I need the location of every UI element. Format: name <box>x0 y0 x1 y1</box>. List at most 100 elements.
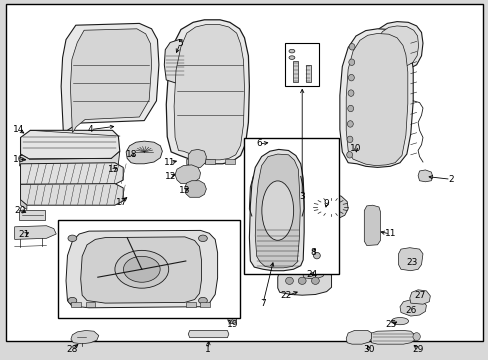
Polygon shape <box>302 257 326 279</box>
Bar <box>58 220 239 318</box>
Bar <box>243 138 338 274</box>
Text: 21: 21 <box>19 230 30 239</box>
Ellipse shape <box>348 44 354 50</box>
Polygon shape <box>255 154 300 268</box>
Ellipse shape <box>390 318 408 325</box>
Bar <box>224 159 234 164</box>
Polygon shape <box>339 29 412 167</box>
Text: 17: 17 <box>115 198 127 207</box>
Text: 26: 26 <box>404 306 416 315</box>
Polygon shape <box>20 163 123 184</box>
Text: 25: 25 <box>385 320 396 329</box>
Polygon shape <box>61 23 159 137</box>
Text: 12: 12 <box>164 172 176 181</box>
Text: 18: 18 <box>126 150 138 158</box>
Text: 30: 30 <box>363 345 374 354</box>
Text: 14: 14 <box>13 125 24 134</box>
Polygon shape <box>188 149 206 169</box>
Ellipse shape <box>348 75 354 81</box>
Ellipse shape <box>68 235 77 242</box>
Ellipse shape <box>68 297 77 304</box>
Text: 11: 11 <box>164 158 176 167</box>
Polygon shape <box>249 149 304 271</box>
Polygon shape <box>71 330 99 344</box>
Polygon shape <box>20 184 123 205</box>
Polygon shape <box>166 20 249 164</box>
Ellipse shape <box>288 49 294 53</box>
Polygon shape <box>370 22 422 70</box>
Bar <box>185 159 195 164</box>
Text: 27: 27 <box>413 292 425 300</box>
Ellipse shape <box>123 256 160 282</box>
Text: 4: 4 <box>87 125 93 134</box>
Polygon shape <box>175 165 200 184</box>
Polygon shape <box>375 26 418 67</box>
Text: 28: 28 <box>66 345 78 354</box>
Polygon shape <box>85 302 95 307</box>
Polygon shape <box>409 290 429 304</box>
Ellipse shape <box>346 136 352 143</box>
Bar <box>19 210 45 220</box>
Text: 23: 23 <box>405 258 417 267</box>
Ellipse shape <box>348 59 354 66</box>
Text: 16: 16 <box>13 154 24 163</box>
Polygon shape <box>164 40 184 83</box>
Ellipse shape <box>198 297 207 304</box>
Polygon shape <box>200 302 210 307</box>
Text: 24: 24 <box>305 270 317 279</box>
Ellipse shape <box>288 56 294 59</box>
Polygon shape <box>20 151 120 172</box>
Ellipse shape <box>347 90 353 96</box>
Polygon shape <box>346 33 407 166</box>
Polygon shape <box>81 237 201 303</box>
Ellipse shape <box>346 121 352 127</box>
Ellipse shape <box>262 181 293 240</box>
Text: 5: 5 <box>177 40 183 49</box>
Polygon shape <box>71 302 81 307</box>
Polygon shape <box>277 266 331 295</box>
Ellipse shape <box>346 152 352 158</box>
Bar <box>293 61 298 82</box>
Polygon shape <box>184 181 206 197</box>
Polygon shape <box>20 200 27 210</box>
Polygon shape <box>398 248 422 271</box>
Text: 22: 22 <box>280 292 291 300</box>
Text: 11: 11 <box>384 230 395 239</box>
Polygon shape <box>185 302 195 307</box>
Polygon shape <box>66 230 217 308</box>
Text: 29: 29 <box>411 345 423 354</box>
Polygon shape <box>70 29 151 132</box>
Text: 19: 19 <box>226 320 238 329</box>
Text: 15: 15 <box>107 165 119 174</box>
Text: 8: 8 <box>309 248 315 257</box>
Text: 1: 1 <box>204 345 210 354</box>
Ellipse shape <box>313 252 320 259</box>
Polygon shape <box>15 226 56 239</box>
Text: 6: 6 <box>256 139 262 148</box>
Polygon shape <box>126 141 162 164</box>
Polygon shape <box>399 300 426 316</box>
Ellipse shape <box>298 277 305 284</box>
Polygon shape <box>311 194 347 220</box>
Polygon shape <box>417 170 432 182</box>
Bar <box>284 43 318 86</box>
Text: 2: 2 <box>447 175 453 184</box>
Bar <box>205 159 215 164</box>
Bar <box>305 65 310 82</box>
Polygon shape <box>370 330 414 344</box>
Polygon shape <box>174 24 244 160</box>
Ellipse shape <box>115 251 168 288</box>
Text: 3: 3 <box>299 192 305 201</box>
Text: 13: 13 <box>179 186 190 194</box>
Ellipse shape <box>412 333 419 341</box>
Polygon shape <box>364 205 380 246</box>
Ellipse shape <box>311 277 319 284</box>
Text: 7: 7 <box>260 299 265 307</box>
Polygon shape <box>20 130 120 159</box>
Ellipse shape <box>198 235 207 242</box>
Polygon shape <box>188 330 228 338</box>
Ellipse shape <box>227 316 236 324</box>
Text: 9: 9 <box>323 199 329 208</box>
Polygon shape <box>346 330 371 344</box>
Ellipse shape <box>285 277 293 284</box>
